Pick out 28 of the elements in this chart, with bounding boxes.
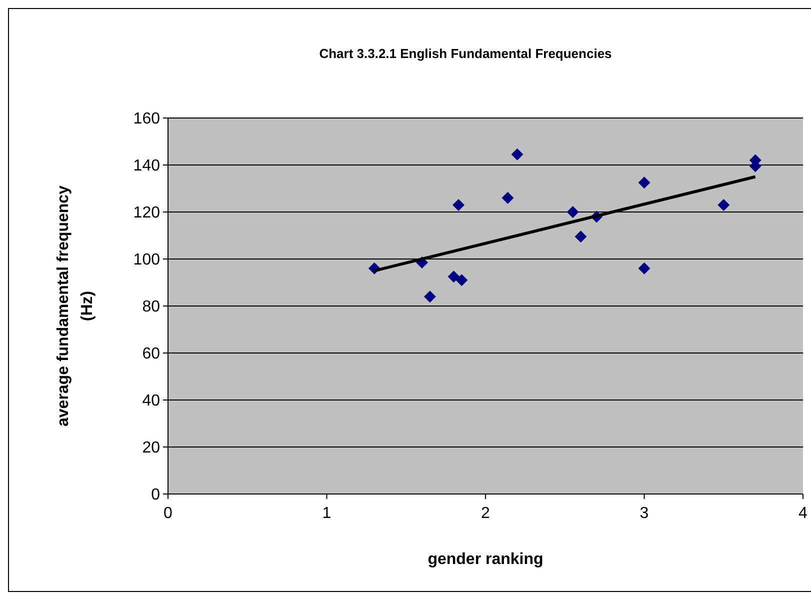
point: [448, 270, 460, 283]
point: [456, 274, 468, 286]
chart-title: Chart 3.3.2.1 English Fundamental Frequencies: [319, 46, 612, 61]
point: [502, 192, 514, 204]
y-axis-title: average fundamental frequency (Hz): [55, 185, 96, 426]
y-tick-label: 100: [133, 252, 160, 269]
x-tick-label: 2: [481, 505, 490, 522]
y-tick-label: 140: [133, 158, 160, 175]
point: [424, 290, 436, 303]
x-tick-label: 0: [164, 505, 173, 522]
y-tick-label: 160: [133, 110, 160, 128]
point: [718, 198, 730, 211]
point: [638, 176, 650, 189]
point: [566, 206, 579, 218]
y-tick-label: 20: [142, 440, 160, 457]
point: [574, 230, 587, 243]
y-tick-label: 60: [142, 346, 160, 363]
y-tick-label: 40: [142, 392, 160, 410]
y-tick-label: 120: [133, 204, 160, 222]
point: [638, 262, 650, 274]
x-axis-title: gender ranking: [428, 551, 544, 568]
y-tick-label: 80: [142, 298, 160, 316]
y-tick-label: 0: [151, 486, 160, 504]
x-tick-label: 3: [640, 505, 649, 522]
point: [452, 198, 465, 211]
point: [511, 148, 524, 160]
x-tick-label: 1: [322, 505, 332, 522]
x-tick-label: 4: [798, 505, 808, 522]
